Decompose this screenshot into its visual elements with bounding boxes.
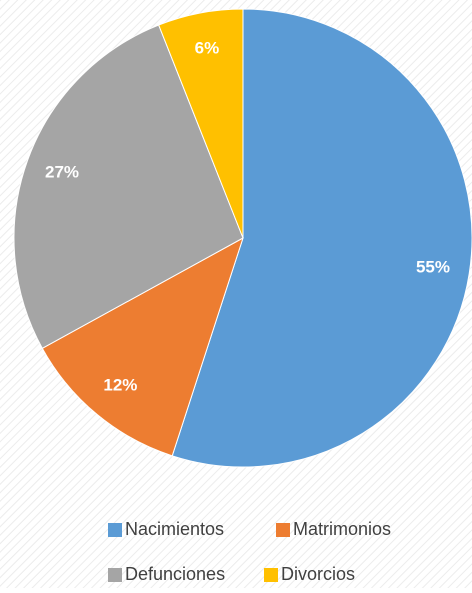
- data-label: 6%: [195, 39, 220, 58]
- legend-label: Divorcios: [281, 564, 355, 584]
- data-label: 55%: [416, 258, 450, 277]
- data-label: 27%: [45, 162, 79, 181]
- pie-slice: [171, 8, 472, 468]
- pie-slice: [13, 24, 244, 350]
- legend-swatch: [108, 523, 122, 537]
- legend-label: Nacimientos: [125, 519, 224, 539]
- legend-swatch: [264, 568, 278, 582]
- legend-label: Matrimonios: [293, 519, 391, 539]
- legend-swatch: [108, 568, 122, 582]
- pie-slice: [158, 8, 244, 239]
- legend-label: Defunciones: [125, 564, 225, 584]
- pie-slice: [41, 236, 244, 457]
- data-label: 12%: [103, 376, 137, 395]
- legend-swatch: [276, 523, 290, 537]
